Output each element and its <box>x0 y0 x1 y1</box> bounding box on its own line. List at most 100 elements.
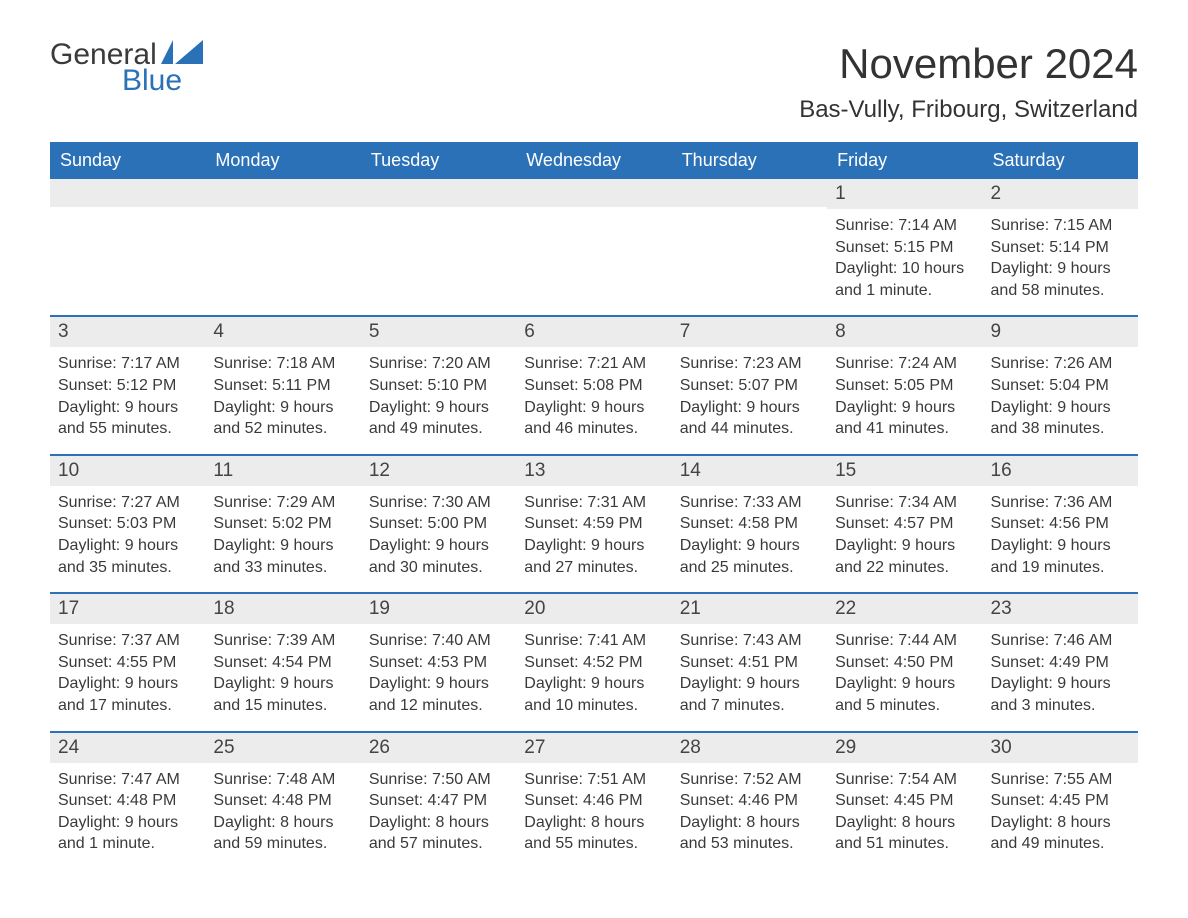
day-cell: 6Sunrise: 7:21 AMSunset: 5:08 PMDaylight… <box>516 317 671 441</box>
day-number: 5 <box>361 317 516 347</box>
day-cell <box>50 179 205 303</box>
day-cell: 30Sunrise: 7:55 AMSunset: 4:45 PMDayligh… <box>983 733 1138 857</box>
daylight-text: Daylight: 9 hours and 52 minutes. <box>213 397 352 440</box>
sunset-text: Sunset: 4:45 PM <box>991 790 1130 812</box>
day-number: 16 <box>983 456 1138 486</box>
day-cell: 15Sunrise: 7:34 AMSunset: 4:57 PMDayligh… <box>827 456 982 580</box>
day-cell: 2Sunrise: 7:15 AMSunset: 5:14 PMDaylight… <box>983 179 1138 303</box>
day-cell <box>205 179 360 303</box>
sunrise-text: Sunrise: 7:30 AM <box>369 492 508 514</box>
daylight-text: Daylight: 9 hours and 1 minute. <box>58 812 197 855</box>
day-details: Sunrise: 7:44 AMSunset: 4:50 PMDaylight:… <box>827 624 982 718</box>
week-row: 10Sunrise: 7:27 AMSunset: 5:03 PMDayligh… <box>50 454 1138 580</box>
day-details: Sunrise: 7:14 AMSunset: 5:15 PMDaylight:… <box>827 209 982 303</box>
day-header: Friday <box>827 142 982 179</box>
day-number: 13 <box>516 456 671 486</box>
day-cell: 25Sunrise: 7:48 AMSunset: 4:48 PMDayligh… <box>205 733 360 857</box>
day-cell: 8Sunrise: 7:24 AMSunset: 5:05 PMDaylight… <box>827 317 982 441</box>
sunrise-text: Sunrise: 7:41 AM <box>524 630 663 652</box>
day-number: 1 <box>827 179 982 209</box>
daylight-text: Daylight: 9 hours and 33 minutes. <box>213 535 352 578</box>
daylight-text: Daylight: 9 hours and 27 minutes. <box>524 535 663 578</box>
sunset-text: Sunset: 4:54 PM <box>213 652 352 674</box>
day-cell: 1Sunrise: 7:14 AMSunset: 5:15 PMDaylight… <box>827 179 982 303</box>
day-number: 11 <box>205 456 360 486</box>
day-number: 8 <box>827 317 982 347</box>
day-details: Sunrise: 7:55 AMSunset: 4:45 PMDaylight:… <box>983 763 1138 857</box>
day-details: Sunrise: 7:27 AMSunset: 5:03 PMDaylight:… <box>50 486 205 580</box>
day-details: Sunrise: 7:33 AMSunset: 4:58 PMDaylight:… <box>672 486 827 580</box>
day-cell: 18Sunrise: 7:39 AMSunset: 4:54 PMDayligh… <box>205 594 360 718</box>
daylight-text: Daylight: 9 hours and 41 minutes. <box>835 397 974 440</box>
day-cell: 9Sunrise: 7:26 AMSunset: 5:04 PMDaylight… <box>983 317 1138 441</box>
day-details: Sunrise: 7:43 AMSunset: 4:51 PMDaylight:… <box>672 624 827 718</box>
day-cell: 5Sunrise: 7:20 AMSunset: 5:10 PMDaylight… <box>361 317 516 441</box>
day-header-row: SundayMondayTuesdayWednesdayThursdayFrid… <box>50 142 1138 179</box>
day-number: 26 <box>361 733 516 763</box>
day-number: 4 <box>205 317 360 347</box>
day-number: 21 <box>672 594 827 624</box>
sunrise-text: Sunrise: 7:51 AM <box>524 769 663 791</box>
day-cell <box>361 179 516 303</box>
sunrise-text: Sunrise: 7:31 AM <box>524 492 663 514</box>
day-details: Sunrise: 7:29 AMSunset: 5:02 PMDaylight:… <box>205 486 360 580</box>
logo-text-bottom: Blue <box>50 66 203 96</box>
day-cell: 20Sunrise: 7:41 AMSunset: 4:52 PMDayligh… <box>516 594 671 718</box>
day-cell: 24Sunrise: 7:47 AMSunset: 4:48 PMDayligh… <box>50 733 205 857</box>
day-cell: 13Sunrise: 7:31 AMSunset: 4:59 PMDayligh… <box>516 456 671 580</box>
sunrise-text: Sunrise: 7:43 AM <box>680 630 819 652</box>
daylight-text: Daylight: 9 hours and 22 minutes. <box>835 535 974 578</box>
day-cell: 23Sunrise: 7:46 AMSunset: 4:49 PMDayligh… <box>983 594 1138 718</box>
day-details: Sunrise: 7:51 AMSunset: 4:46 PMDaylight:… <box>516 763 671 857</box>
sunset-text: Sunset: 4:51 PM <box>680 652 819 674</box>
location-subtitle: Bas-Vully, Fribourg, Switzerland <box>799 96 1138 124</box>
day-details: Sunrise: 7:23 AMSunset: 5:07 PMDaylight:… <box>672 347 827 441</box>
logo: General Blue <box>50 40 203 96</box>
sunrise-text: Sunrise: 7:17 AM <box>58 353 197 375</box>
sunset-text: Sunset: 4:55 PM <box>58 652 197 674</box>
sunrise-text: Sunrise: 7:20 AM <box>369 353 508 375</box>
sunset-text: Sunset: 5:03 PM <box>58 513 197 535</box>
daylight-text: Daylight: 9 hours and 49 minutes. <box>369 397 508 440</box>
daylight-text: Daylight: 9 hours and 7 minutes. <box>680 673 819 716</box>
sunrise-text: Sunrise: 7:48 AM <box>213 769 352 791</box>
header: General Blue November 2024 Bas-Vully, Fr… <box>50 40 1138 136</box>
day-details: Sunrise: 7:46 AMSunset: 4:49 PMDaylight:… <box>983 624 1138 718</box>
day-number: 23 <box>983 594 1138 624</box>
sunrise-text: Sunrise: 7:26 AM <box>991 353 1130 375</box>
day-details: Sunrise: 7:39 AMSunset: 4:54 PMDaylight:… <box>205 624 360 718</box>
daylight-text: Daylight: 9 hours and 15 minutes. <box>213 673 352 716</box>
daylight-text: Daylight: 9 hours and 3 minutes. <box>991 673 1130 716</box>
day-cell: 16Sunrise: 7:36 AMSunset: 4:56 PMDayligh… <box>983 456 1138 580</box>
day-details: Sunrise: 7:21 AMSunset: 5:08 PMDaylight:… <box>516 347 671 441</box>
day-number: 9 <box>983 317 1138 347</box>
day-details: Sunrise: 7:40 AMSunset: 4:53 PMDaylight:… <box>361 624 516 718</box>
day-number: 20 <box>516 594 671 624</box>
sunrise-text: Sunrise: 7:18 AM <box>213 353 352 375</box>
sunrise-text: Sunrise: 7:15 AM <box>991 215 1130 237</box>
sunset-text: Sunset: 5:14 PM <box>991 237 1130 259</box>
day-cell: 7Sunrise: 7:23 AMSunset: 5:07 PMDaylight… <box>672 317 827 441</box>
sunset-text: Sunset: 5:02 PM <box>213 513 352 535</box>
daylight-text: Daylight: 8 hours and 51 minutes. <box>835 812 974 855</box>
sunrise-text: Sunrise: 7:52 AM <box>680 769 819 791</box>
day-cell: 19Sunrise: 7:40 AMSunset: 4:53 PMDayligh… <box>361 594 516 718</box>
calendar: SundayMondayTuesdayWednesdayThursdayFrid… <box>50 142 1138 857</box>
day-number: 6 <box>516 317 671 347</box>
daylight-text: Daylight: 9 hours and 44 minutes. <box>680 397 819 440</box>
day-cell: 17Sunrise: 7:37 AMSunset: 4:55 PMDayligh… <box>50 594 205 718</box>
day-number: 17 <box>50 594 205 624</box>
sunrise-text: Sunrise: 7:23 AM <box>680 353 819 375</box>
day-number: 30 <box>983 733 1138 763</box>
daylight-text: Daylight: 9 hours and 35 minutes. <box>58 535 197 578</box>
day-number: 22 <box>827 594 982 624</box>
day-cell <box>672 179 827 303</box>
day-details: Sunrise: 7:48 AMSunset: 4:48 PMDaylight:… <box>205 763 360 857</box>
day-header: Tuesday <box>361 142 516 179</box>
day-details: Sunrise: 7:15 AMSunset: 5:14 PMDaylight:… <box>983 209 1138 303</box>
sunset-text: Sunset: 4:48 PM <box>58 790 197 812</box>
sunset-text: Sunset: 4:58 PM <box>680 513 819 535</box>
day-details: Sunrise: 7:24 AMSunset: 5:05 PMDaylight:… <box>827 347 982 441</box>
week-row: 1Sunrise: 7:14 AMSunset: 5:15 PMDaylight… <box>50 179 1138 303</box>
day-cell: 11Sunrise: 7:29 AMSunset: 5:02 PMDayligh… <box>205 456 360 580</box>
